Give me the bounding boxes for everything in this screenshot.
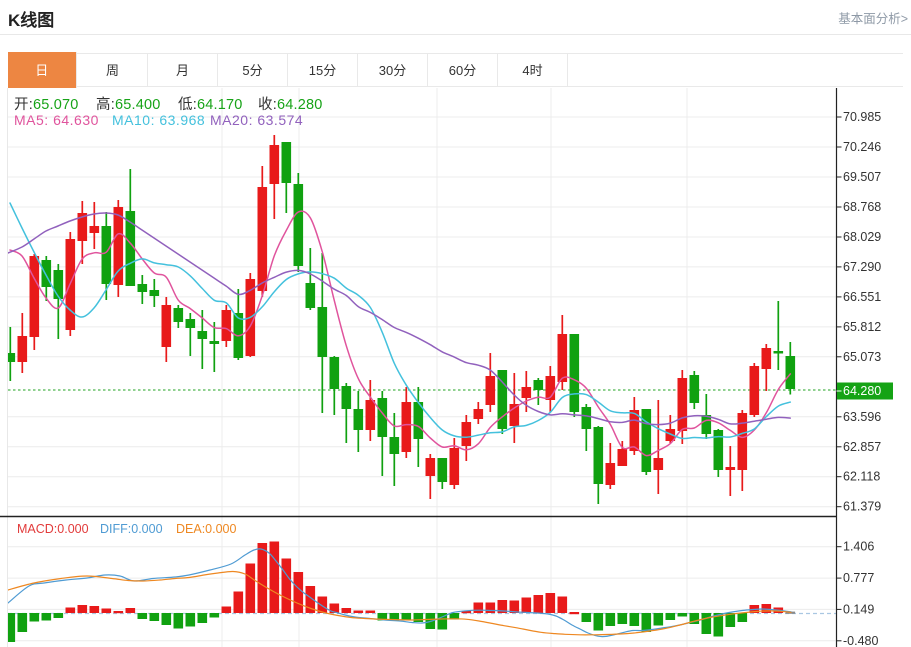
svg-text:64.280: 64.280 xyxy=(843,384,881,398)
svg-text:62.857: 62.857 xyxy=(843,440,881,454)
svg-text:65.812: 65.812 xyxy=(843,320,881,334)
svg-text:69.507: 69.507 xyxy=(843,170,881,184)
svg-text:65.073: 65.073 xyxy=(843,350,881,364)
svg-text:0.149: 0.149 xyxy=(843,602,874,616)
svg-text:68.768: 68.768 xyxy=(843,200,881,214)
svg-text:1.406: 1.406 xyxy=(843,540,874,554)
svg-text:66.551: 66.551 xyxy=(843,290,881,304)
svg-text:68.029: 68.029 xyxy=(843,230,881,244)
svg-text:67.290: 67.290 xyxy=(843,260,881,274)
svg-text:62.118: 62.118 xyxy=(843,470,880,484)
svg-text:0.777: 0.777 xyxy=(843,571,874,585)
svg-text:70.985: 70.985 xyxy=(843,110,881,124)
svg-text:61.379: 61.379 xyxy=(843,500,881,514)
svg-text:63.596: 63.596 xyxy=(843,410,881,424)
svg-text:70.246: 70.246 xyxy=(843,140,881,154)
svg-text:-0.480: -0.480 xyxy=(843,634,878,647)
